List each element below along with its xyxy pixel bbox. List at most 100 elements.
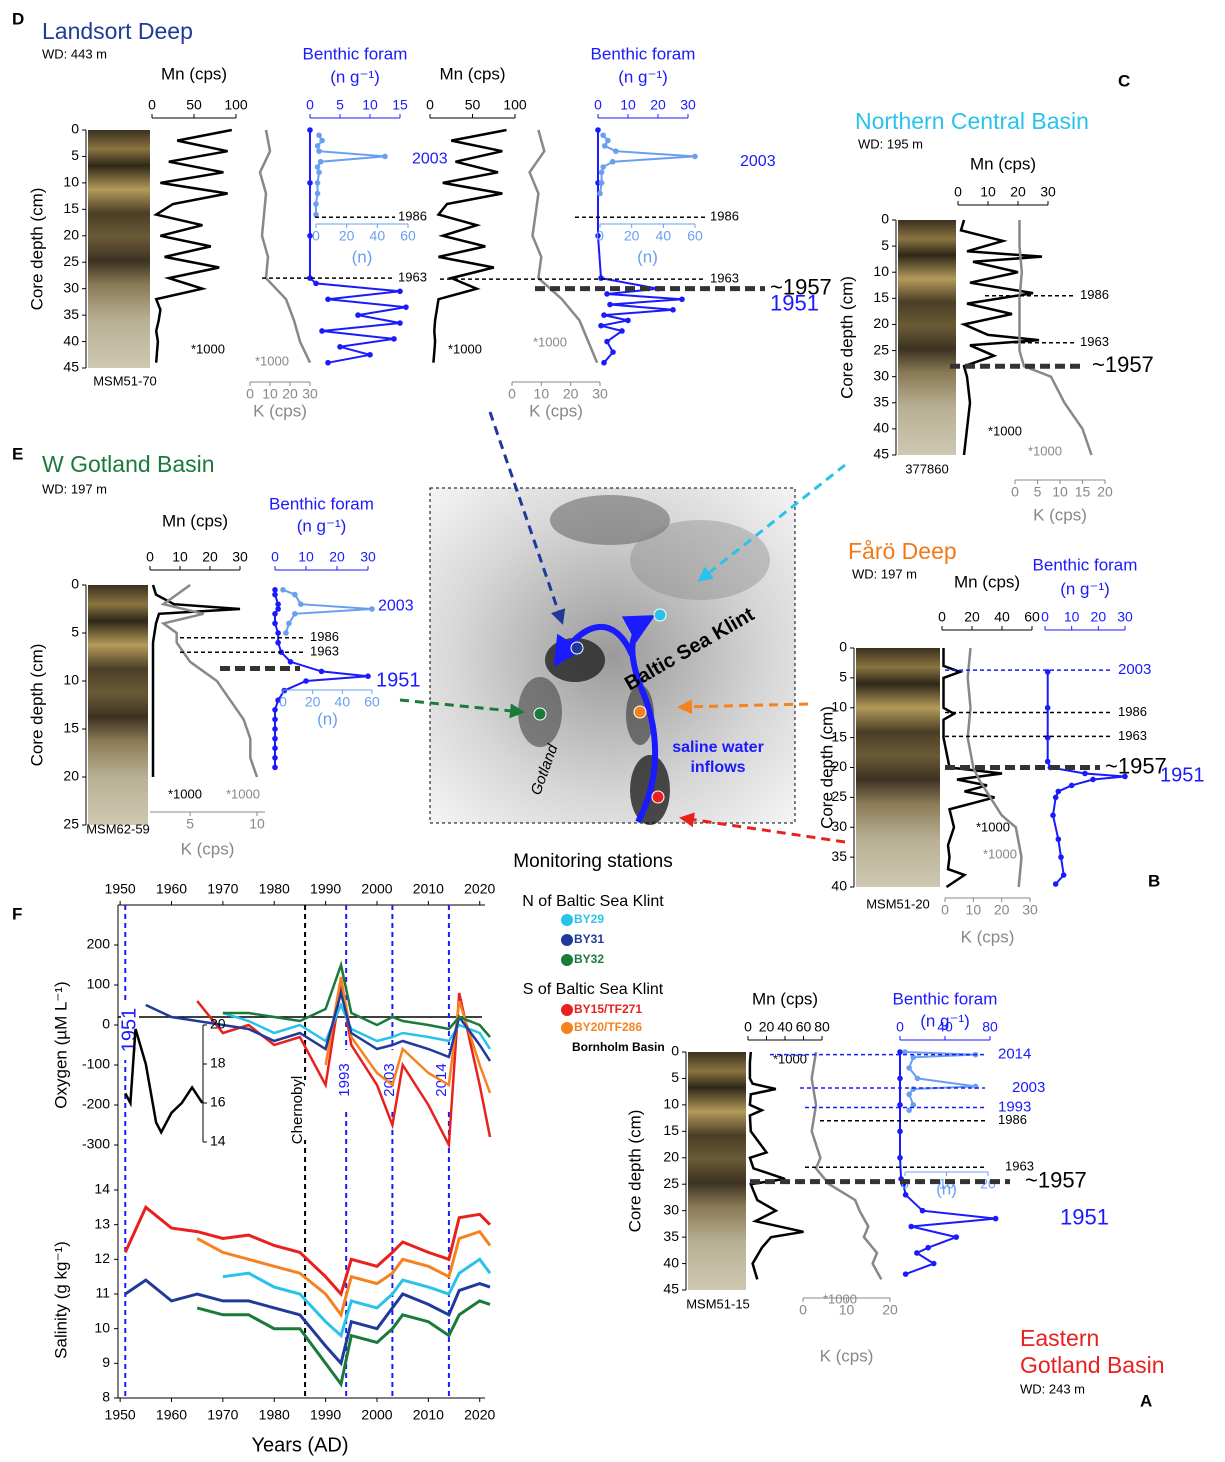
profile-line [160, 583, 259, 778]
profile-point [902, 1049, 908, 1055]
x-tick-label: 2010 [413, 881, 444, 897]
depth-tick-label: 5 [71, 147, 79, 163]
legend-label: BY31 [574, 932, 604, 946]
track-title: Benthic foram [269, 494, 374, 513]
depth-tick-label: 25 [663, 1175, 679, 1191]
depth-tick-label: 40 [663, 1254, 679, 1270]
x-tick-label: 1980 [259, 881, 290, 897]
depth-tick-label: 20 [63, 226, 79, 242]
profile-line [432, 128, 507, 363]
x-tick-label: 1960 [156, 881, 187, 897]
scale-note: *1000 [983, 846, 1017, 861]
profile-point [272, 755, 278, 761]
legend-label: BY20/TF286 [574, 1020, 642, 1034]
inflow-label: inflows [690, 759, 745, 776]
profile-point [397, 320, 403, 326]
y2-tick-label: 13 [94, 1215, 110, 1231]
profile-point [1052, 794, 1059, 801]
map-deep [550, 495, 670, 545]
map-border [429, 487, 796, 824]
panel-letter: A [1140, 1391, 1152, 1410]
profile-line [597, 130, 683, 364]
depth-tick-label: 10 [63, 174, 79, 190]
x-tick-label: 1960 [156, 1407, 187, 1423]
core-image [898, 220, 956, 455]
track-tick-label: 80 [814, 1019, 830, 1035]
profile-point [272, 726, 278, 732]
profile-point [272, 591, 278, 598]
date-label: 1986 [398, 209, 427, 224]
pointer-arrows [399, 411, 846, 844]
depth-tick-label: 0 [71, 576, 79, 592]
track-tick-label: 0 [596, 228, 604, 244]
track-tick-label: 20 [650, 97, 666, 113]
panel-letter: D [12, 9, 24, 28]
inset-tick-label: 14 [210, 1133, 226, 1149]
x-tick-label: 1980 [259, 1407, 290, 1423]
scale-note: *1000 [773, 1051, 807, 1066]
depth-tick-label: 25 [63, 253, 79, 269]
event-label-bg [336, 1050, 354, 1110]
date-label: ~1957 [1025, 1167, 1087, 1192]
x-tick-label: 1990 [310, 881, 341, 897]
profile-line [274, 589, 369, 768]
track-tick-label: 30 [360, 549, 376, 565]
depth-tick-label: 10 [663, 1096, 679, 1112]
scale-note: *1000 [168, 786, 202, 801]
y-tick-label: -100 [82, 1056, 110, 1072]
y2-tick-label: 12 [94, 1250, 110, 1266]
core-id: 377860 [905, 461, 948, 476]
track-tick-label: 10 [534, 386, 550, 402]
panel-title: Gotland Basin [1020, 1352, 1164, 1378]
profile-line [966, 647, 1023, 888]
event-label: 2003 [381, 1063, 398, 1096]
date-label: 2014 [998, 1046, 1031, 1063]
depth-axis-label: Core depth (cm) [625, 1110, 644, 1233]
profile-point [272, 745, 278, 751]
track-tick-label: 0 [744, 1019, 752, 1035]
profile-point [601, 312, 607, 318]
date-label: 1951 [1060, 1204, 1109, 1229]
track-title: Benthic foram [893, 989, 998, 1008]
depth-tick-label: 15 [663, 1122, 679, 1138]
track-tick-label: 50 [186, 97, 202, 113]
track-title: (n g⁻¹) [920, 1011, 970, 1030]
profile-point [367, 351, 373, 358]
track-tick-label: 60 [364, 694, 380, 710]
profile-point [298, 601, 304, 607]
depth-tick-label: 30 [873, 367, 889, 383]
x-tick-label: 2020 [464, 1407, 495, 1423]
profile-point [314, 164, 321, 170]
profile-line [748, 1051, 804, 1280]
track-tick-label: 40 [937, 1019, 953, 1035]
core-id: MSM51-15 [686, 1296, 750, 1311]
profile-point [319, 328, 325, 334]
track-tick-label: 10 [620, 97, 636, 113]
track-tick-label: 5 [1034, 484, 1042, 500]
scale-note: *1000 [823, 1291, 857, 1306]
profile-point [286, 620, 292, 627]
profile-point [604, 338, 610, 345]
panel-letter: F [12, 904, 22, 923]
track-tick-label: 10 [298, 549, 314, 565]
event-label: 1993 [336, 1063, 353, 1096]
depth-tick-label: 5 [839, 669, 847, 685]
y-tick-label: 100 [87, 976, 111, 992]
profile-point [272, 735, 278, 742]
track-tick-label: 100 [224, 97, 248, 113]
water-depth: WD: 195 m [858, 136, 923, 151]
track-tick-label: 0 [508, 386, 516, 402]
track-tick-label: 0 [306, 97, 314, 113]
track-title: Mn (cps) [752, 989, 818, 1008]
depth-tick-label: 20 [873, 315, 889, 331]
depth-tick-label: 35 [663, 1228, 679, 1244]
date-label: 1986 [1118, 704, 1147, 719]
y2-tick-label: 8 [102, 1389, 110, 1405]
track-tick-label: 10 [172, 549, 188, 565]
profile-point [897, 1075, 903, 1082]
profile-point [910, 1086, 917, 1092]
track-tick-label: 15 [1075, 484, 1091, 500]
profile-point [275, 697, 281, 703]
profile-point [600, 132, 606, 139]
